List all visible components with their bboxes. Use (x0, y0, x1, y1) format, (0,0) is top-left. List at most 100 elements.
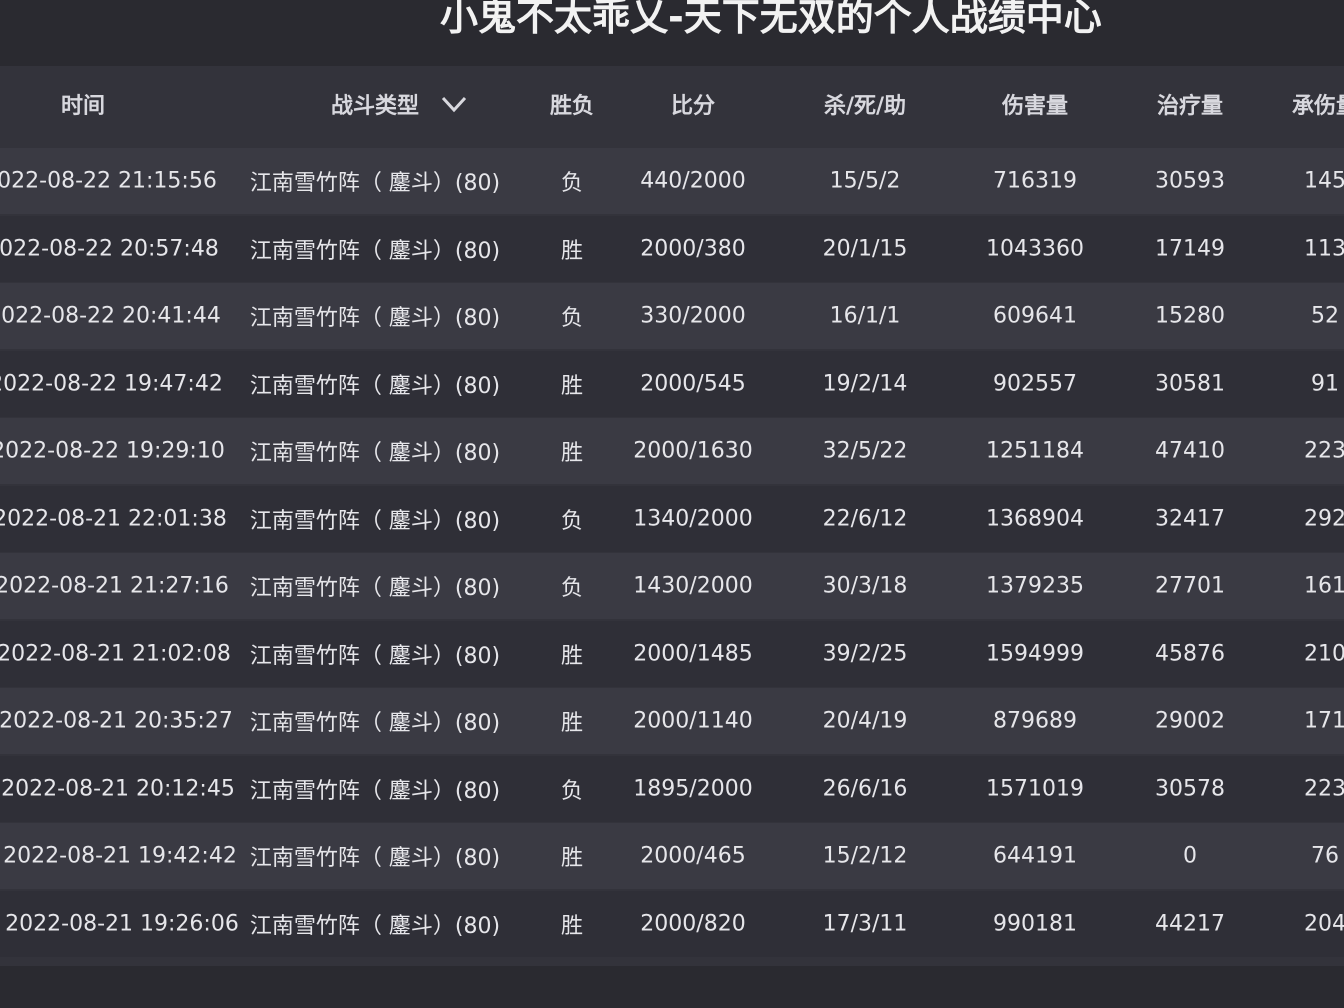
battle-type-cell: 江南雪竹阵（ 鏖斗）(80) (249, 306, 501, 331)
healing-cell: 30578 (1155, 776, 1225, 801)
score-cell: 440/2000 (640, 168, 746, 194)
result-cell: 负 (560, 171, 584, 196)
score-cell: 2000/545 (640, 371, 746, 396)
result-cell: 负 (560, 508, 584, 534)
result-cell: 负 (560, 778, 584, 804)
damage-cell: 1043360 (986, 236, 1084, 261)
kda-cell: 32/5/22 (822, 438, 908, 464)
time-cell: 2022-08-21 22:01:38 (0, 506, 227, 531)
result-cell: 胜 (560, 238, 584, 264)
record-row: 2022-08-21 21:02:08 江南雪竹阵（ 鏖斗）(80) 胜 2000/1… (0, 620, 1344, 687)
kda-cell: 17/3/11 (822, 911, 908, 936)
result-cell: 负 (560, 576, 584, 601)
time-cell: 2022-08-22 20:41:44 (0, 303, 221, 329)
healing-cell: 27701 (1155, 573, 1225, 599)
healing-cell: 15280 (1155, 303, 1225, 329)
time-cell: 2022-08-21 20:12:45 (1, 776, 235, 801)
damage-taken-cell: 204 (1304, 911, 1344, 936)
sort-chevron[interactable] (440, 94, 468, 114)
damage-cell: 1368904 (986, 506, 1084, 531)
result-cell: 胜 (560, 711, 584, 736)
damage-cell: 879689 (993, 708, 1077, 734)
damage-taken-cell: 113 (1304, 236, 1344, 261)
column-header: 治疗量 (1156, 94, 1224, 119)
healing-cell: 30593 (1155, 168, 1225, 194)
damage-taken-cell: 52 (1311, 303, 1339, 329)
column-header: 杀/死/助 (823, 94, 907, 119)
score-cell: 2000/465 (640, 843, 746, 869)
battle-type-cell: 江南雪竹阵（ 鏖斗）(80) (249, 778, 501, 804)
time-cell: 2022-08-22 19:47:42 (0, 371, 223, 396)
battle-type-cell: 江南雪竹阵（ 鏖斗）(80) (249, 508, 501, 534)
battle-type-cell: 江南雪竹阵（ 鏖斗）(80) (249, 711, 501, 736)
time-cell: 2022-08-22 21:15:56 (0, 168, 217, 194)
battle-type-cell: 江南雪竹阵（ 鏖斗）(80) (249, 441, 501, 466)
kda-cell: 22/6/12 (822, 506, 908, 531)
kda-cell: 19/2/14 (822, 371, 908, 396)
record-row: 2022-08-22 20:57:48 江南雪竹阵（ 鏖斗）(80) 胜 2000/3… (0, 215, 1344, 282)
kda-cell: 26/6/16 (822, 776, 908, 801)
damage-taken-cell: 210 (1304, 641, 1344, 666)
time-cell: 2022-08-22 19:29:10 (0, 438, 225, 464)
damage-cell: 1594999 (986, 641, 1084, 666)
time-cell: 2022-08-21 20:35:27 (0, 708, 233, 734)
healing-cell: 17149 (1155, 236, 1225, 261)
damage-taken-cell: 145 (1304, 168, 1344, 194)
score-cell: 1340/2000 (633, 506, 753, 531)
score-cell: 2000/1485 (633, 641, 753, 666)
record-row: 2022-08-22 19:47:42 江南雪竹阵（ 鏖斗）(80) 胜 2000/5… (0, 350, 1344, 417)
record-row: 2022-08-21 22:01:38 江南雪竹阵（ 鏖斗）(80) 负 1340/2… (0, 485, 1344, 552)
healing-cell: 32417 (1155, 506, 1225, 531)
damage-taken-cell: 292 (1304, 506, 1344, 531)
battle-type-cell: 江南雪竹阵（ 鏖斗）(80) (249, 913, 501, 939)
column-header: 比分 (670, 94, 716, 119)
damage-taken-cell: 161 (1304, 573, 1344, 599)
healing-cell: 29002 (1155, 708, 1225, 734)
damage-taken-cell: 91 (1311, 371, 1339, 396)
time-cell: 2022-08-21 21:27:16 (0, 573, 229, 599)
damage-cell: 902557 (993, 371, 1077, 396)
healing-cell: 0 (1183, 843, 1197, 869)
score-cell: 2000/380 (640, 236, 746, 261)
damage-cell: 990181 (993, 911, 1077, 936)
battle-type-cell: 江南雪竹阵（ 鏖斗）(80) (249, 846, 501, 871)
column-header: 时间 (60, 94, 106, 119)
kda-cell: 39/2/25 (822, 641, 908, 666)
result-cell: 胜 (560, 643, 584, 669)
score-cell: 1430/2000 (633, 573, 753, 599)
time-cell: 2022-08-21 21:02:08 (0, 641, 231, 666)
damage-cell: 716319 (993, 168, 1077, 194)
column-header[interactable]: 战斗类型 (330, 94, 420, 119)
damage-cell: 1251184 (986, 438, 1084, 464)
battle-type-cell: 江南雪竹阵（ 鏖斗）(80) (249, 373, 501, 399)
damage-cell: 609641 (993, 303, 1077, 329)
kda-cell: 20/4/19 (822, 708, 908, 734)
time-cell: 2022-08-22 20:57:48 (0, 236, 219, 261)
battle-type-cell: 江南雪竹阵（ 鏖斗）(80) (249, 171, 501, 196)
record-row: 2022-08-22 21:15:56 江南雪竹阵（ 鏖斗）(80) 负 440/20… (0, 148, 1344, 214)
time-cell: 2022-08-21 19:26:06 (5, 911, 239, 936)
result-cell: 胜 (560, 441, 584, 466)
record-row: 2022-08-22 20:41:44 江南雪竹阵（ 鏖斗）(80) 负 330/20… (0, 283, 1344, 349)
healing-cell: 45876 (1155, 641, 1225, 666)
column-header: 承伤量 (1291, 94, 1344, 119)
record-row: 2022-08-21 20:12:45 江南雪竹阵（ 鏖斗）(80) 负 1895/2… (0, 755, 1344, 822)
record-row: 2022-08-21 19:26:06 江南雪竹阵（ 鏖斗）(80) 胜 2000/8… (0, 890, 1344, 957)
page-title: 小鬼不太乖乂-天下无双的个人战绩中心 (440, 0, 1102, 39)
battle-type-cell: 江南雪竹阵（ 鏖斗）(80) (249, 238, 501, 264)
column-header: 胜负 (549, 94, 595, 119)
damage-taken-cell: 76 (1311, 843, 1339, 869)
score-cell: 2000/820 (640, 911, 746, 936)
healing-cell: 47410 (1155, 438, 1225, 464)
time-cell: 2022-08-21 19:42:42 (3, 843, 237, 869)
battle-type-cell: 江南雪竹阵（ 鏖斗）(80) (249, 576, 501, 601)
record-row: 2022-08-21 19:42:42 江南雪竹阵（ 鏖斗）(80) 胜 2000/4… (0, 823, 1344, 889)
kda-cell: 30/3/18 (822, 573, 908, 599)
result-cell: 胜 (560, 913, 584, 939)
record-row: 2022-08-22 19:29:10 江南雪竹阵（ 鏖斗）(80) 胜 2000/1… (0, 418, 1344, 484)
chevron-icon (441, 96, 467, 113)
column-header: 伤害量 (1001, 94, 1069, 119)
battle-type-cell: 江南雪竹阵（ 鏖斗）(80) (249, 643, 501, 669)
